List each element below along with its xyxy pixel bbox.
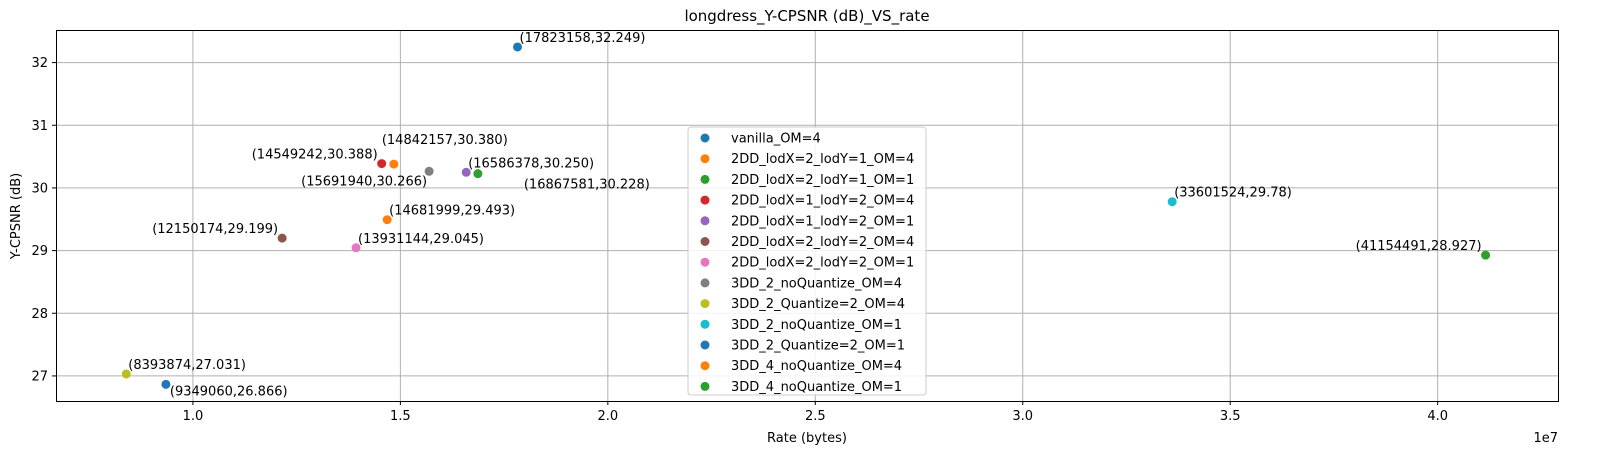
legend-marker [700, 154, 710, 164]
y-tick-label: 29 [31, 244, 48, 259]
y-tick-label: 32 [31, 56, 48, 71]
x-tick-label: 4.0 [1427, 409, 1448, 424]
point-label: (17823158,32.249) [520, 31, 646, 46]
legend-entry: 2DD_lodX=1_lodY=2_OM=4 [731, 194, 914, 209]
data-point [351, 243, 361, 253]
legend-marker [700, 257, 710, 267]
legend-entry: 2DD_lodX=2_lodY=1_OM=4 [731, 152, 914, 167]
legend-marker [700, 278, 710, 288]
legend: vanilla_OM=4 2DD_lodX=2_lodY=1_OM=4 2DD_lo… [687, 126, 927, 396]
data-point [121, 369, 131, 379]
point-label: (41154491,28.927) [1356, 239, 1482, 254]
data-point [1167, 197, 1177, 207]
legend-entry: 3DD_2_noQuantize_OM=4 [731, 276, 902, 291]
data-point [161, 379, 171, 389]
legend-marker [700, 237, 710, 246]
legend-marker [700, 174, 710, 184]
y-tick-label: 30 [31, 181, 48, 196]
point-label: (15691940,30.266) [301, 174, 427, 189]
point-label: (14681999,29.493) [389, 204, 515, 219]
x-axis-offset-label: 1e7 [1533, 431, 1558, 446]
plot-frame [56, 30, 1559, 402]
legend-marker [700, 133, 710, 143]
legend-marker [700, 381, 710, 391]
point-label: (8393874,27.031) [128, 358, 246, 373]
legend-entry: 2DD_lodX=2_lodY=2_OM=1 [731, 256, 914, 271]
data-point [277, 233, 287, 243]
point-label: (14549242,30.388) [252, 148, 378, 163]
x-tick-label: 1.0 [183, 409, 204, 424]
legend-marker [700, 361, 710, 371]
legend-marker [700, 216, 710, 226]
legend-entry: vanilla_OM=4 [731, 132, 821, 147]
data-points [121, 42, 1491, 389]
y-tick-label: 31 [31, 119, 48, 134]
point-labels: (17823158,32.249) (14842157,30.380) (16867… [128, 31, 1481, 399]
legend-entry: 3DD_4_noQuantize_OM=4 [731, 359, 902, 374]
x-tick-label: 2.5 [805, 409, 826, 424]
y-tick-label: 28 [31, 307, 48, 322]
legend-box [687, 126, 927, 396]
legend-marker [700, 299, 710, 309]
point-label: (13931144,29.045) [358, 232, 484, 247]
legend-marker [700, 195, 710, 205]
x-tick-label: 3.5 [1220, 409, 1241, 424]
data-point [461, 167, 471, 177]
legend-marker [700, 340, 710, 350]
chart-title: longdress_Y-CPSNR (dB)_VS_rate [684, 7, 929, 26]
legend-entry: 3DD_4_noQuantize_OM=1 [731, 380, 902, 395]
data-point [473, 169, 483, 179]
legend-entry: 2DD_lodX=1_lodY=2_OM=1 [731, 214, 914, 229]
legend-entry: 2DD_lodX=2_lodY=1_OM=1 [731, 173, 914, 188]
y-axis-title: Y-CPSNR (dB) [9, 173, 24, 260]
data-point [377, 159, 387, 169]
point-label: (33601524,29.78) [1174, 186, 1292, 201]
point-label: (16867581,30.228) [524, 178, 650, 193]
data-point [424, 166, 434, 176]
data-point [382, 215, 392, 225]
y-tick-label: 27 [31, 369, 48, 384]
x-axis-title: Rate (bytes) [767, 431, 847, 446]
point-label: (16586378,30.250) [468, 156, 594, 171]
point-label: (14842157,30.380) [382, 133, 508, 148]
legend-entry: 3DD_2_noQuantize_OM=1 [731, 318, 902, 333]
x-tick-label: 1.5 [390, 409, 411, 424]
point-label: (12150174,29.199) [152, 222, 278, 237]
legend-marker [700, 319, 710, 329]
axis-ticks: 1.0 1.5 2.0 2.5 3.0 3.5 4.0 27 28 29 30 31 32 [31, 56, 1448, 424]
x-tick-label: 3.0 [1012, 409, 1033, 424]
data-point [389, 159, 399, 169]
data-point [513, 42, 523, 52]
legend-entry: 3DD_2_Quantize=2_OM=1 [731, 339, 905, 354]
legend-entry: 3DD_2_Quantize=2_OM=4 [731, 297, 905, 312]
legend-entry: 2DD_lodX=2_lodY=2_OM=4 [731, 235, 914, 250]
point-label: (9349060,26.866) [170, 384, 288, 399]
data-point [1481, 250, 1491, 260]
x-tick-label: 2.0 [597, 409, 618, 424]
